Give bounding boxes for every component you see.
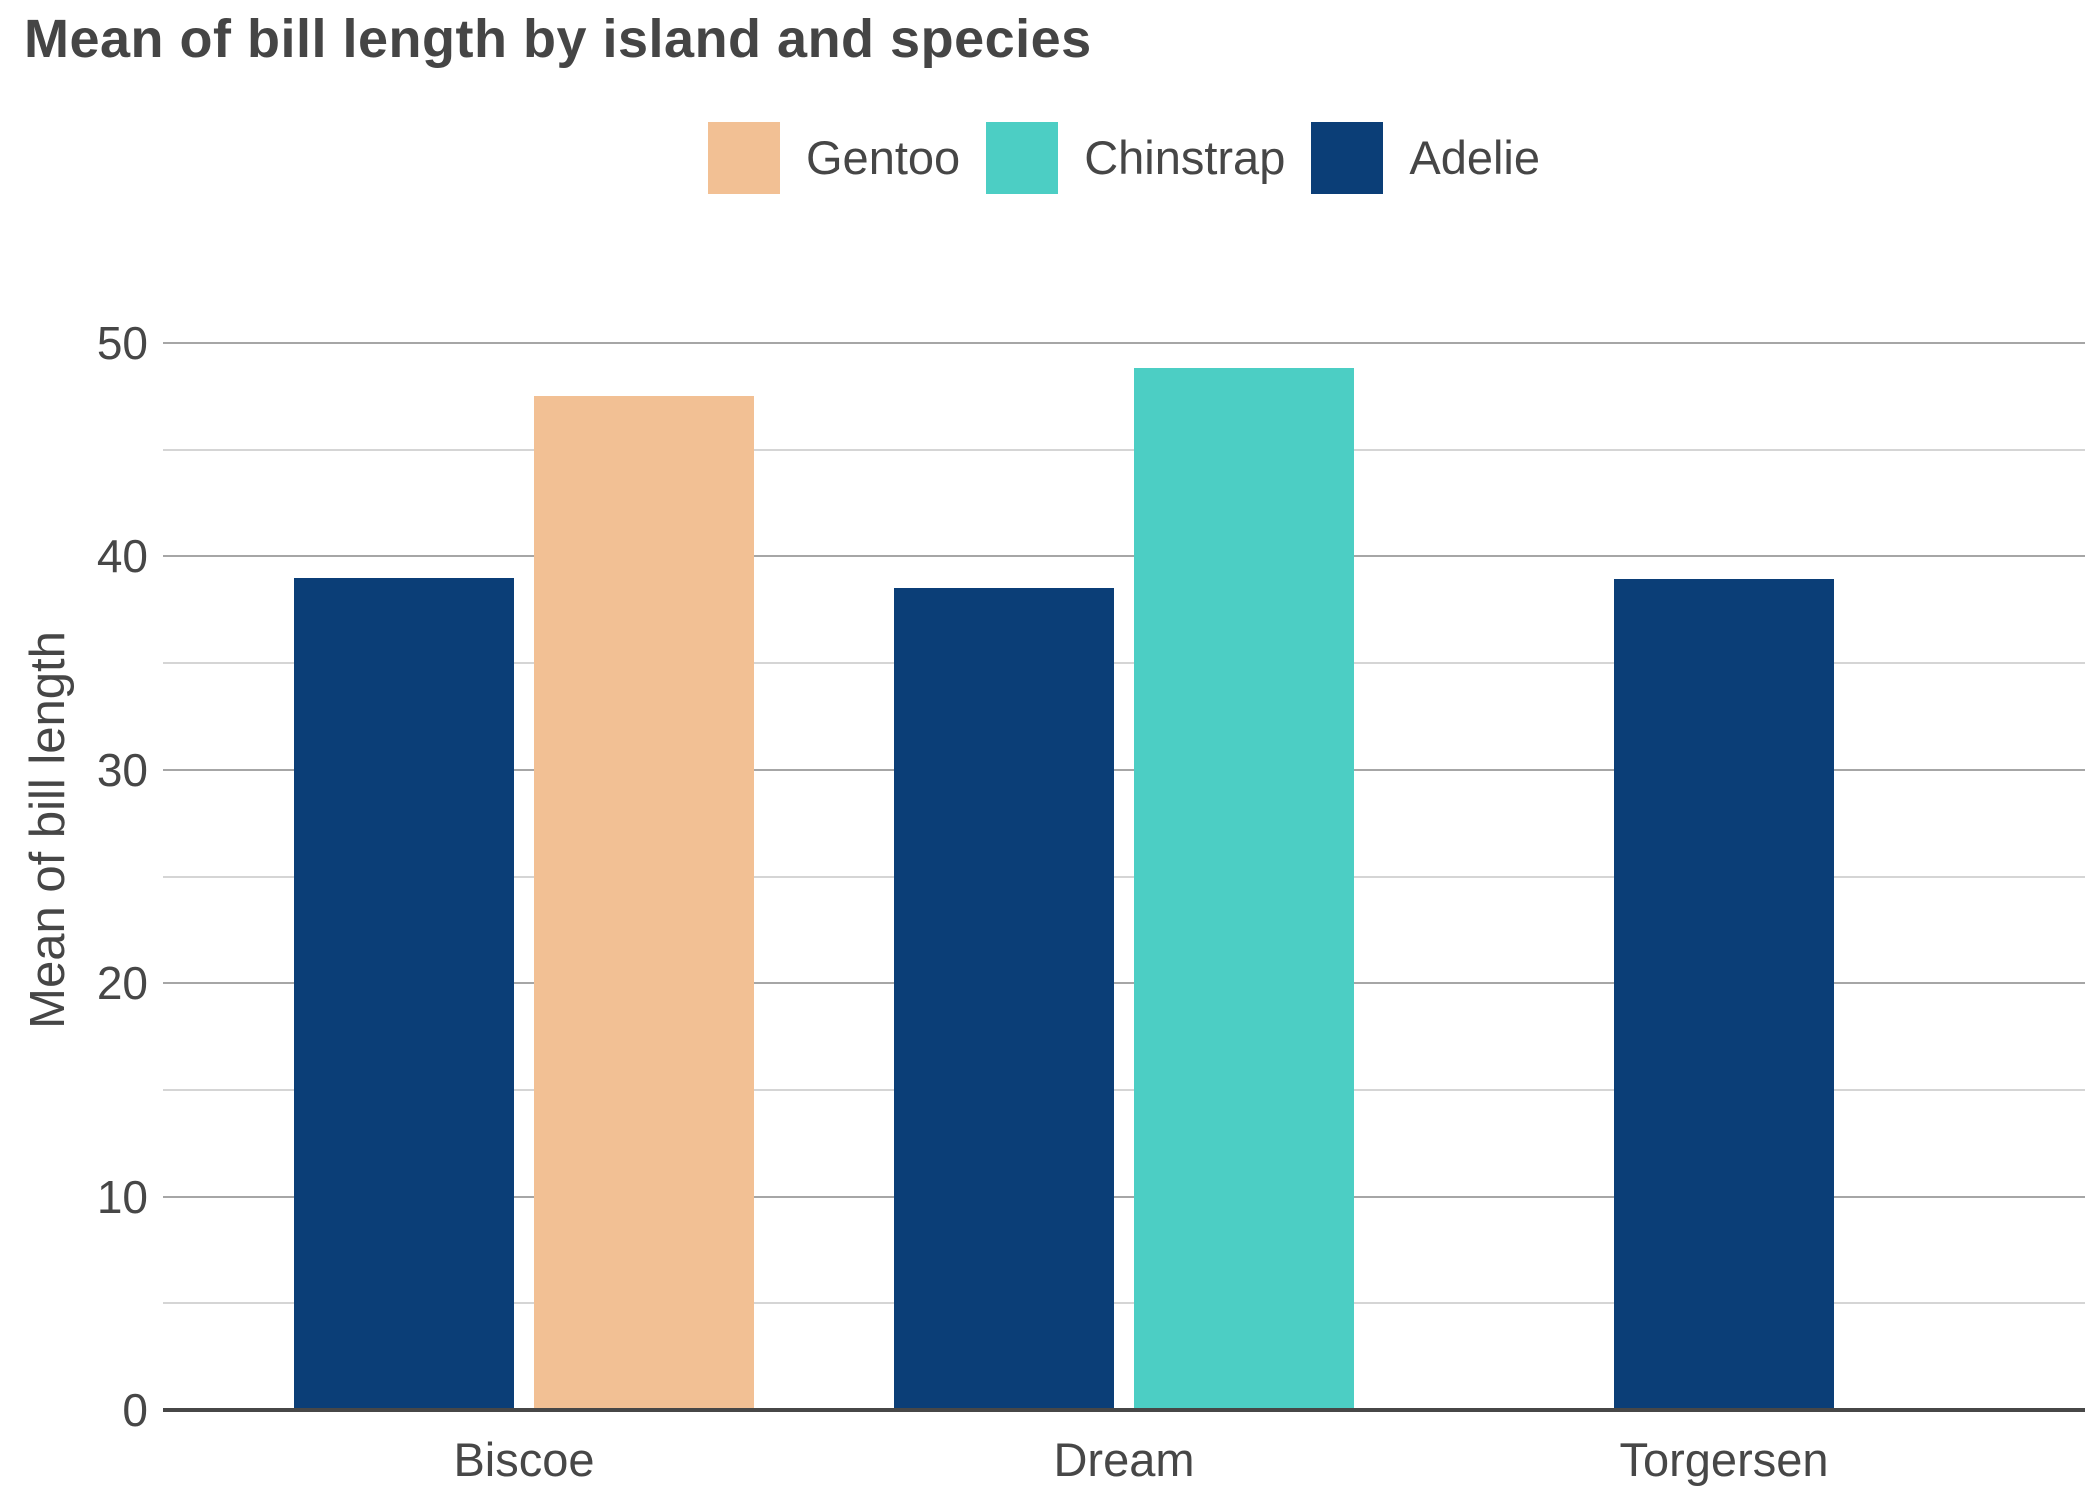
gridline-30 [163, 768, 2085, 771]
y-tick-label-30: 30 [96, 743, 148, 796]
x-axis-line [163, 1408, 2085, 1412]
gridline-35 [163, 662, 2085, 665]
legend-item-adelie[interactable]: Adelie [1311, 122, 1540, 194]
legend-item-chinstrap[interactable]: Chinstrap [986, 122, 1285, 194]
gridline-45 [163, 448, 2085, 451]
bar-biscoe-adelie[interactable] [294, 578, 514, 1410]
gridline-40 [163, 555, 2085, 558]
gridline-25 [163, 875, 2085, 878]
legend-label: Gentoo [806, 131, 961, 184]
y-tick-label-50: 50 [96, 317, 148, 369]
bar-dream-adelie[interactable] [894, 588, 1114, 1410]
y-tick-label-20: 20 [96, 957, 148, 1010]
x-tick-label-torgersen: Torgersen [1619, 1433, 1829, 1486]
gridline-50 [163, 342, 2085, 344]
legend-item-gentoo[interactable]: Gentoo [708, 122, 960, 194]
legend-swatch-chinstrap [986, 122, 1059, 194]
legend-label: Adelie [1409, 131, 1540, 184]
gridline-5 [163, 1302, 2085, 1305]
plot-area [163, 342, 2085, 1412]
bar-dream-chinstrap[interactable] [1134, 368, 1354, 1410]
chart-title: Mean of bill length by island and specie… [24, 9, 1092, 69]
y-tick-label-10: 10 [96, 1170, 148, 1223]
legend-swatch-gentoo [708, 122, 780, 194]
legend-swatch-adelie [1311, 122, 1384, 194]
gridline-10 [163, 1195, 2085, 1198]
y-tick-label-0: 0 [122, 1384, 148, 1436]
x-tick-label-dream: Dream [1053, 1433, 1195, 1486]
x-tick-label-biscoe: Biscoe [453, 1433, 595, 1486]
legend-label: Chinstrap [1084, 131, 1286, 184]
bar-torgersen-adelie[interactable] [1614, 579, 1834, 1410]
legend: Gentoo Chinstrap Adelie [708, 122, 1540, 194]
gridline-15 [163, 1088, 2085, 1091]
bar-biscoe-gentoo[interactable] [534, 396, 754, 1410]
y-tick-label-40: 40 [96, 530, 148, 583]
gridline-20 [163, 982, 2085, 985]
